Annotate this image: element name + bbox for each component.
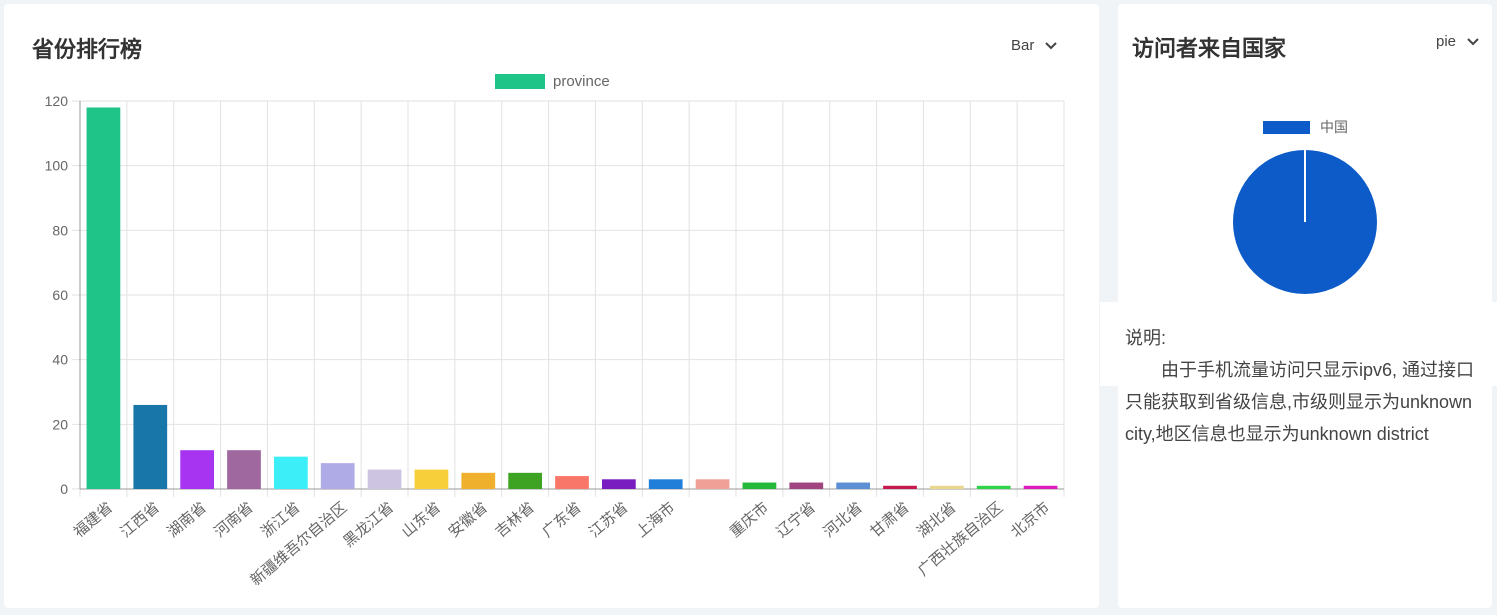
x-tick-label: 黑龙江省	[340, 499, 397, 551]
bar[interactable]	[414, 469, 449, 489]
x-tick-label: 江苏省	[586, 499, 631, 541]
legend-swatch	[495, 74, 545, 89]
x-tick-label: 安徽省	[445, 499, 490, 541]
note-background	[1100, 302, 1497, 386]
y-tick-label: 80	[52, 222, 68, 238]
chevron-down-icon	[1467, 37, 1479, 45]
bar[interactable]	[742, 482, 777, 489]
y-tick-label: 60	[52, 287, 68, 303]
pie-legend[interactable]: 中国	[1263, 119, 1348, 135]
bar[interactable]	[86, 107, 121, 489]
x-tick-label: 北京市	[1008, 499, 1053, 541]
legend-swatch	[1263, 121, 1310, 134]
bar[interactable]	[1023, 485, 1058, 489]
bar[interactable]	[929, 485, 964, 489]
bar[interactable]	[836, 482, 871, 489]
x-tick-label: 河南省	[211, 499, 256, 541]
x-tick-label: 辽宁省	[773, 499, 818, 541]
y-tick-label: 120	[45, 93, 69, 109]
x-tick-label: 福建省	[71, 499, 116, 541]
y-tick-label: 20	[52, 416, 68, 432]
note-block: 说明: 由于手机流量访问只显示ipv6, 通过接口只能获取到省级信息,市级则显示…	[1125, 322, 1485, 450]
bar[interactable]	[789, 482, 824, 489]
bar-legend[interactable]: province	[495, 73, 610, 90]
legend-label: province	[553, 73, 610, 90]
bar[interactable]	[367, 469, 402, 489]
x-tick-label: 重庆市	[727, 499, 772, 541]
bar[interactable]	[508, 472, 543, 489]
bar[interactable]	[320, 463, 355, 489]
bar[interactable]	[695, 479, 730, 489]
pie-chart-type-select[interactable]: pie	[1436, 33, 1480, 50]
bar[interactable]	[180, 450, 215, 489]
x-tick-label: 广西壮族自治区	[915, 499, 1006, 580]
y-tick-label: 0	[60, 481, 68, 497]
province-ranking-card	[4, 4, 1099, 608]
note-label: 说明:	[1125, 328, 1167, 348]
legend-label: 中国	[1320, 119, 1348, 135]
bar-chart-type-select[interactable]: Bar	[1011, 37, 1058, 54]
bar[interactable]	[273, 456, 308, 489]
y-tick-label: 100	[45, 158, 69, 174]
x-tick-label: 上海市	[633, 499, 678, 541]
bar[interactable]	[227, 450, 261, 489]
x-tick-label: 吉林省	[492, 499, 537, 541]
province-ranking-title: 省份排行榜	[32, 37, 143, 62]
pie-chart-type-value: pie	[1436, 33, 1457, 50]
x-tick-label: 山东省	[399, 499, 444, 541]
bar[interactable]	[648, 479, 683, 489]
y-tick-label: 40	[52, 352, 68, 368]
bar[interactable]	[555, 476, 589, 489]
chevron-down-icon	[1045, 41, 1058, 49]
x-tick-label: 湖南省	[164, 499, 209, 541]
visitor-country-title: 访问者来自国家	[1132, 36, 1287, 61]
bar[interactable]	[883, 485, 917, 489]
x-tick-label: 广东省	[539, 499, 584, 541]
country-pie-chart: 中国	[1233, 119, 1377, 294]
x-tick-label: 河北省	[820, 499, 865, 541]
bar[interactable]	[601, 479, 636, 489]
bar[interactable]	[976, 485, 1011, 489]
x-tick-label: 甘肃省	[867, 499, 912, 541]
x-tick-label: 江西省	[117, 499, 162, 541]
bar[interactable]	[461, 472, 496, 489]
bar-chart-type-value: Bar	[1011, 37, 1035, 54]
bar[interactable]	[133, 404, 168, 489]
note-text: 由于手机流量访问只显示ipv6, 通过接口只能获取到省级信息,市级则显示为unk…	[1125, 360, 1475, 444]
